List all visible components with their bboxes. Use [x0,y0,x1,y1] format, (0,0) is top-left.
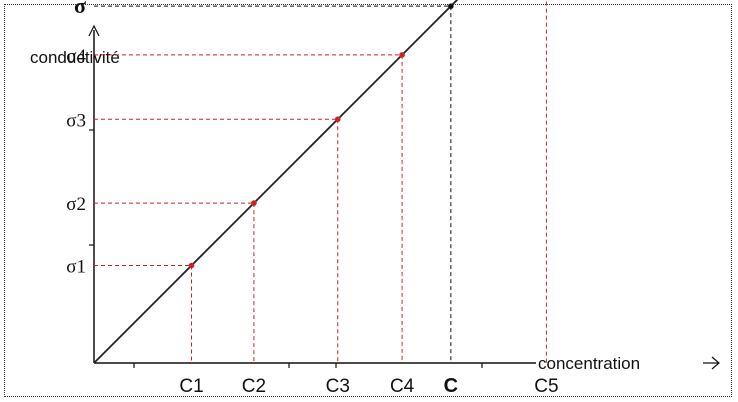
y-axis-label: conductivité [30,48,120,67]
calibration-point [251,200,257,206]
y-tick-label: σ [74,0,86,18]
x-tick-label: C2 [242,376,266,397]
x-axis-label: concentration [538,354,640,373]
x-tick-label: C [444,375,458,397]
calibration-line [93,0,459,364]
y-tick-label: σ3 [66,110,86,131]
y-tick-label: σ2 [66,194,86,215]
x-tick-label: C3 [326,376,350,397]
calibration-point [399,52,405,58]
x-tick-label: C1 [179,376,203,397]
y-tick-label: σ1 [66,257,86,278]
unknown-point [448,3,454,9]
x-tick-label: C5 [534,376,558,397]
calibration-point [334,116,341,123]
data-points [188,3,454,269]
tick-labels: C1σ1C2σ2C3σ3C4σ4C5σ5Cσ [66,0,558,397]
guide-lines [94,0,547,363]
y-axis-arrow-icon [88,24,100,37]
x-axis-arrow-icon [703,356,720,370]
calibration-point [188,262,195,269]
chart-frame [4,4,732,397]
axes [88,24,536,368]
x-tick-label: C4 [390,376,415,397]
y-tick-label: σ4 [66,46,86,67]
